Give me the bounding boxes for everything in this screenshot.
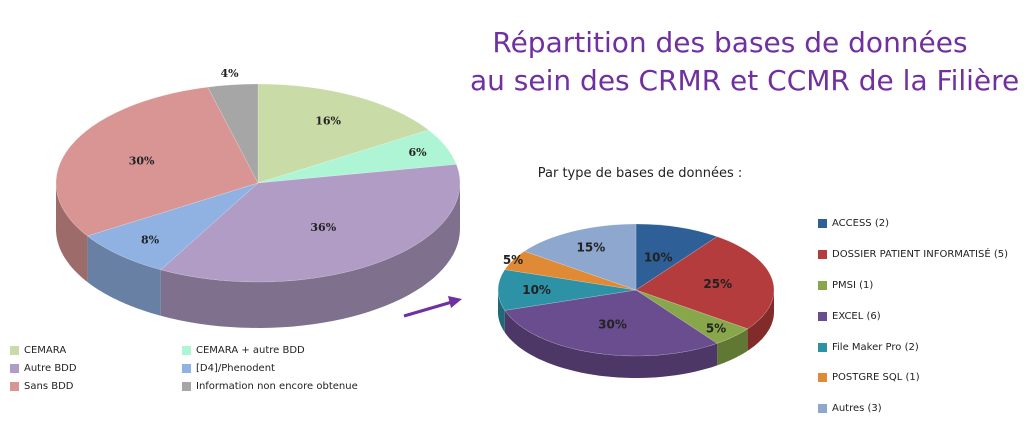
pie2-label-6: 15%	[577, 241, 606, 255]
pie1-label-5: 4%	[221, 67, 240, 80]
legend1-item-2: Autre BDD	[10, 363, 77, 374]
pie1-slice-cemara-autre-bdd	[257, 129, 457, 184]
pie2-label-4: 10%	[522, 283, 551, 297]
legend2-swatch-6	[818, 404, 827, 413]
pie2-side-2	[717, 328, 748, 366]
legend1-label-2: Autre BDD	[24, 363, 77, 374]
legend1-swatch-4	[10, 382, 19, 391]
pie2-slice-dossier-patient-informatis-5-	[635, 236, 775, 330]
legend2-item-0: ACCESS (2)	[818, 218, 889, 229]
legend2-label-6: Autres (3)	[832, 403, 882, 414]
pie1-side-4	[56, 183, 88, 282]
chart2-subtitle: Par type de bases de données :	[537, 166, 743, 181]
pie1-label-1: 6%	[409, 146, 428, 159]
pie2-label-1: 25%	[703, 277, 732, 291]
legend1-item-5: Information non encore obtenue	[182, 381, 358, 392]
legend1-swatch-5	[182, 382, 191, 391]
pie1-side-3	[87, 236, 161, 316]
title-line-2: au sein des CRMR et CCMR de la Filière	[470, 64, 1020, 97]
pie2-label-5: 5%	[503, 253, 523, 267]
legend2-item-5: POSTGRE SQL (1)	[818, 372, 920, 383]
legend1-label-0: CEMARA	[24, 345, 67, 356]
pie2-slice-autres-3-	[523, 223, 637, 291]
legend1-item-1: CEMARA + autre BDD	[182, 345, 305, 356]
legend2-label-5: POSTGRE SQL (1)	[832, 372, 920, 383]
legend1-swatch-3	[182, 364, 191, 373]
pie2-slice-excel-6-	[504, 289, 718, 357]
legend2-label-0: ACCESS (2)	[832, 218, 889, 229]
legend2-label-3: EXCEL (6)	[832, 311, 881, 322]
legend2-item-1: DOSSIER PATIENT INFORMATISÉ (5)	[818, 249, 1008, 260]
legend2-item-6: Autres (3)	[818, 403, 882, 414]
pie1-label-0: 16%	[315, 115, 341, 128]
legend1-label-4: Sans BDD	[24, 381, 74, 392]
legend1-swatch-0	[10, 346, 19, 355]
legend1-label-3: [D4]/Phenodent	[196, 363, 275, 374]
legend1-label-5: Information non encore obtenue	[196, 381, 358, 392]
legend1-item-4: Sans BDD	[10, 381, 73, 392]
page-title: Répartition des bases de données au sein…	[470, 24, 1020, 100]
legend2-swatch-2	[818, 281, 827, 290]
pie1-label-2: 36%	[310, 221, 336, 234]
pie2-label-2: 5%	[706, 321, 726, 335]
arrow-icon	[403, 296, 462, 318]
pie2-slice-file-maker-pro-2-	[497, 269, 637, 311]
pie2-label-0: 10%	[644, 250, 673, 264]
pie2-slice-postgre-sql-1-	[504, 250, 637, 291]
legend2-item-4: File Maker Pro (2)	[818, 342, 919, 353]
pie2-side-1	[747, 290, 774, 351]
legend1-label-1: CEMARA + autre BDD	[196, 345, 305, 356]
pie1-slice-sans-bdd	[55, 86, 259, 237]
legend2-label-2: PMSI (1)	[832, 280, 874, 291]
legend1-item-3: [D4]/Phenodent	[182, 363, 275, 374]
legend2-swatch-1	[818, 250, 827, 259]
legend2-swatch-3	[818, 312, 827, 321]
legend1-swatch-2	[10, 364, 19, 373]
pie1-slice-cemara	[257, 83, 430, 184]
pie1-slice--d4-phenodent	[86, 182, 259, 271]
pie2-side-4	[498, 290, 505, 333]
legend2-swatch-4	[818, 343, 827, 352]
legend1-item-0: CEMARA	[10, 345, 66, 356]
legend2-label-1: DOSSIER PATIENT INFORMATISÉ (5)	[832, 249, 1009, 260]
pie1-slice-autre-bdd	[160, 164, 461, 283]
legend2-item-2: PMSI (1)	[818, 280, 873, 291]
pie2-slice-pmsi-1-	[635, 289, 749, 344]
pie2-label-3: 30%	[598, 318, 627, 332]
legend2-swatch-0	[818, 219, 827, 228]
pie-chart-databases: 16% 6% 36% 8% 30% 4%	[55, 67, 461, 328]
pie2-slice-access-2-	[635, 223, 718, 291]
legend2-swatch-5	[818, 373, 827, 382]
legend2-label-4: File Maker Pro (2)	[832, 342, 919, 353]
title-line-1: Répartition des bases de données	[492, 26, 968, 59]
legend2-item-3: EXCEL (6)	[818, 311, 881, 322]
pie-chart-db-types: 10% 25% 5% 30% 10% 5% 15%	[497, 223, 775, 378]
legend1-swatch-1	[182, 346, 191, 355]
pie1-label-4: 30%	[129, 154, 155, 167]
pie2-side-3	[504, 310, 718, 378]
pie1-slice-information-non-encore-obtenue	[207, 83, 259, 184]
pie1-side-2	[160, 183, 460, 328]
pie1-label-3: 8%	[141, 233, 160, 246]
